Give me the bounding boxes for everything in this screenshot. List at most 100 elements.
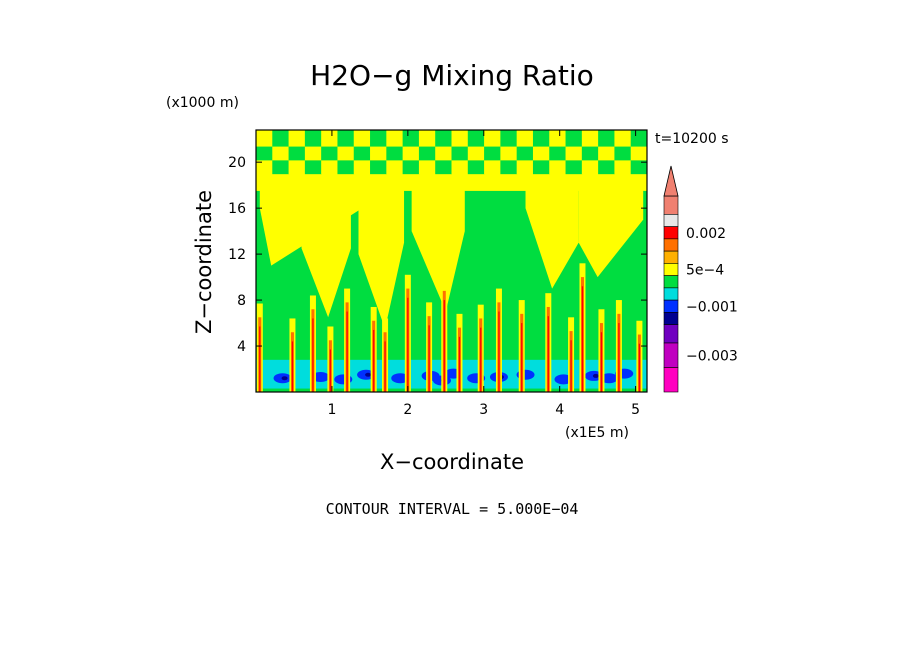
checker-cell [304,146,322,161]
plot-frame [255,129,648,393]
checker-cell [337,159,355,175]
checker-cell [337,146,355,161]
colorbar-label: 0.002 [686,226,726,242]
spike-core [329,349,332,392]
x-axis-unit: (x1E5 m) [565,425,629,441]
spike-core [498,311,500,392]
checker-cell [467,159,485,175]
colorbar-swatch [663,312,679,325]
colorbar-swatch [663,324,679,344]
colorbar-swatch [663,238,679,252]
low-level-core [592,373,599,378]
upper-moist-band [256,173,647,191]
checker-cell [304,130,322,147]
low-level-cell [554,374,573,385]
checker-cell [418,130,436,147]
checker-cell [516,159,534,175]
colorbar-extend-arrow [663,165,679,197]
checker-cell [630,130,647,147]
checker-cell [467,146,485,161]
colorbar-swatch [663,195,679,215]
checker-cell [598,130,615,147]
checker-cell [402,146,420,161]
checker-cell [304,159,322,175]
checker-cell [337,130,355,147]
checker-cell [370,130,387,147]
x-tick-label: 4 [555,402,564,418]
checker-cell [435,146,452,161]
checker-cell [581,130,599,147]
checker-cell [484,130,501,147]
contour-interval-note: CONTOUR INTERVAL = 5.000E−04 [326,500,579,518]
x-tick-label: 3 [479,402,488,418]
checker-cell [353,130,371,147]
checker-cell [598,159,615,175]
low-level-cell [600,373,619,384]
spike-core [600,332,603,392]
checker-cell [386,146,404,161]
checker-cell [614,146,632,161]
checker-cell [630,159,647,175]
checker-cell [451,159,469,175]
y-axis-unit: (x1000 m) [166,95,239,111]
checker-cell [418,146,436,161]
checker-cell [581,159,599,175]
y-axis: 4 8 12 16 20 [228,155,647,355]
time-label: t=10200 s [655,131,729,147]
y-tick-label: 8 [237,293,246,309]
checker-cell [516,146,534,161]
checker-cell [435,130,452,147]
checker-cell [451,130,469,147]
colorbar-swatch [663,367,679,393]
colorbar-swatch [663,275,679,289]
checker-cell [549,159,567,175]
spike-core [443,300,445,392]
y-tick-label: 16 [228,201,246,217]
checker-cell [353,159,371,175]
checker-cell [402,159,420,175]
checker-cell [532,130,550,147]
checker-cell [614,159,632,175]
checker-cell [402,130,420,147]
checker-cell [321,146,338,161]
spike-core [547,316,549,392]
moist-plume [301,188,351,318]
checker-cell [370,146,387,161]
x-axis: 1 2 3 4 5 [327,130,640,418]
checker-cell [288,159,306,175]
checker-cell [256,130,273,147]
checker-cell [272,146,290,161]
spike-core [384,341,386,392]
checker-cell [370,159,387,175]
low-level-core [365,372,372,377]
y-tick-label: 4 [237,339,246,355]
checker-cell [549,146,567,161]
x-tick-label: 2 [403,402,412,418]
spike-core [346,311,348,392]
checker-cell [500,159,518,175]
colorbar: 0.002 5e−4 −0.001 −0.003 [663,165,738,393]
colorbar-swatch [663,299,679,313]
checker-cell [386,130,404,147]
checker-cell [516,130,534,147]
low-level-core [281,376,288,381]
checker-cell [435,159,452,175]
y-axis-title: Z−coordinate [192,190,216,334]
spike-core [458,336,461,392]
spike-core [581,286,584,392]
checker-cell [272,159,290,175]
y-tick-label: 20 [228,155,246,171]
checker-cell [581,146,599,161]
moist-plume [578,188,644,278]
colorbar-label: −0.003 [686,348,738,364]
checker-cell [288,130,306,147]
colorbar-swatch [663,342,679,368]
checker-cell [500,146,518,161]
moist-plume [411,188,465,312]
checker-cell [256,146,273,161]
checker-cell [532,146,550,161]
checker-cell [565,130,583,147]
spike-core [373,329,375,392]
checker-cell [386,159,404,175]
